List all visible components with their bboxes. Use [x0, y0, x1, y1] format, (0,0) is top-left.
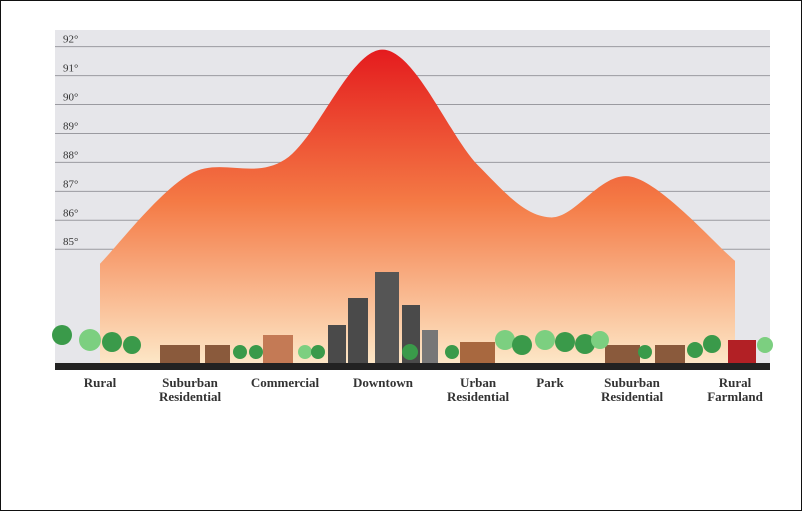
x-tick-label: Suburban Residential: [145, 376, 235, 404]
y-tick-label: 92°: [63, 34, 78, 46]
y-tick-label: 85°: [63, 236, 78, 248]
x-tick-label: Park: [505, 376, 595, 390]
x-tick-label: Suburban Residential: [587, 376, 677, 404]
y-tick-label: 91°: [63, 63, 78, 75]
chart: 85° 86° 87° 88° 89° 90° 91° 92°: [0, 0, 802, 511]
y-tick-label: 88°: [63, 149, 78, 161]
y-tick-label: 89°: [63, 120, 78, 132]
y-tick-label: 87°: [63, 178, 78, 190]
x-tick-label: Rural Farmland: [690, 376, 780, 404]
y-tick-label: 86°: [63, 207, 78, 219]
y-tick-label: 90°: [63, 92, 78, 104]
x-tick-label: Downtown: [338, 376, 428, 390]
x-tick-label: Rural: [55, 376, 145, 390]
x-tick-label: Commercial: [240, 376, 330, 390]
